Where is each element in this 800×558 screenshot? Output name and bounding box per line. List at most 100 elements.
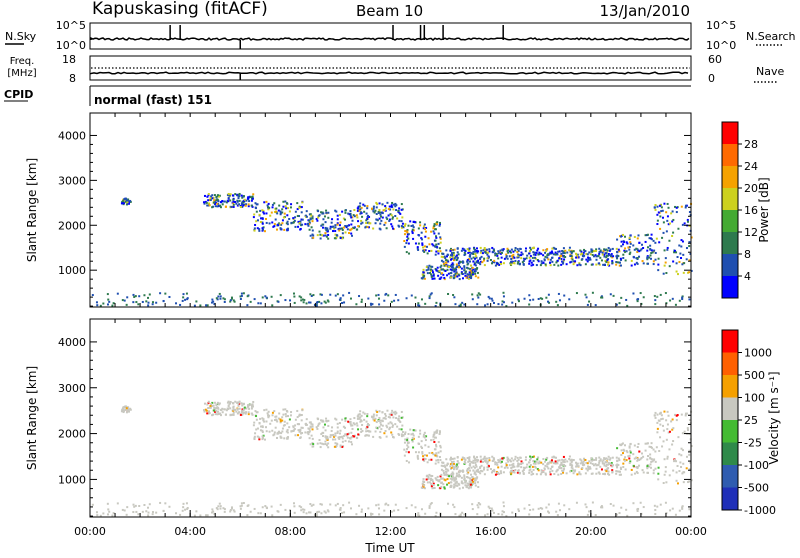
velocity-echo-point <box>364 434 367 437</box>
velocity-echo-point <box>206 514 209 517</box>
velocity-echo-point <box>461 456 464 459</box>
velocity-echo-point <box>470 480 473 483</box>
power-echo-point <box>650 252 653 255</box>
velocity-echo-point <box>586 469 589 472</box>
velocity-echo-point <box>342 434 345 437</box>
power-echo-point <box>633 263 636 266</box>
power-echo-point <box>308 221 311 224</box>
velocity-echo-point <box>216 406 219 409</box>
velocity-echo-point <box>656 413 659 416</box>
velocity-echo-point <box>449 474 452 477</box>
power-echo-point <box>537 260 540 263</box>
velocity-echo-point <box>353 423 356 426</box>
velocity-echo-point <box>300 432 303 435</box>
power-echo-point <box>359 208 362 211</box>
velocity-echo-point <box>685 467 688 470</box>
velocity-echo-point <box>598 456 601 459</box>
velocity-echo-point <box>422 455 425 458</box>
power-echo-point <box>121 299 124 302</box>
power-echo-point <box>598 251 601 254</box>
velocity-echo-point <box>640 457 643 460</box>
power-echo-point <box>227 200 230 203</box>
velocity-echo-point <box>484 514 487 517</box>
velocity-echo-point <box>182 506 185 509</box>
velocity-echo-point <box>681 432 684 435</box>
power-echo-point <box>543 259 546 262</box>
power-echo-point <box>364 226 367 229</box>
power-echo-point <box>268 206 271 209</box>
velocity-echo-point <box>621 442 624 445</box>
power-echo-point <box>435 235 438 238</box>
power-colorbar-label: Power [dB] <box>757 177 771 242</box>
power-echo-point <box>311 229 314 232</box>
power-echo-point <box>316 301 319 304</box>
power-echo-point <box>225 201 228 204</box>
velocity-echo-point <box>445 464 448 467</box>
velocity-echo-point <box>232 413 235 416</box>
velocity-echo-point <box>683 471 686 474</box>
power-echo-point <box>452 259 455 262</box>
power-echo-point <box>675 270 678 273</box>
velocity-echo-point <box>602 459 605 462</box>
velocity-echo-point <box>424 458 427 461</box>
power-echo-point <box>256 203 259 206</box>
velocity-echo-point <box>322 443 325 446</box>
power-echo-point <box>325 235 328 238</box>
nsearch-tick-bottom: 10^0 <box>706 39 736 52</box>
velocity-echo-point <box>179 513 182 516</box>
velocity-echo-point <box>524 456 527 459</box>
velocity-echo-point <box>435 478 438 481</box>
power-echo-point <box>601 296 604 299</box>
velocity-echo-point <box>261 435 264 438</box>
velocity-echo-point <box>581 462 584 465</box>
velocity-echo-point <box>234 408 237 411</box>
velocity-echo-point <box>597 463 600 466</box>
velocity-echo-point <box>458 487 461 490</box>
velocity-echo-point <box>406 444 409 447</box>
power-echo-point <box>343 301 346 304</box>
power-echo-point <box>181 299 184 302</box>
velocity-echo-point <box>321 442 324 445</box>
power-echo-point <box>355 303 358 306</box>
velocity-echo-point <box>343 511 346 514</box>
power-echo-point <box>615 303 618 306</box>
velocity-echo-point <box>428 481 431 484</box>
power-echo-point <box>370 207 373 210</box>
velocity-echo-point <box>540 471 543 474</box>
velocity-echo-point <box>491 470 494 473</box>
power-echo-point <box>217 200 220 203</box>
velocity-echo-point <box>256 411 259 414</box>
velocity-echo-point <box>549 473 552 476</box>
power-echo-point <box>626 242 629 245</box>
power-echo-point <box>541 297 544 300</box>
power-echo-point <box>560 263 563 266</box>
velocity-echo-point <box>184 508 187 511</box>
power-echo-point <box>514 249 517 252</box>
power-echo-point <box>301 298 304 301</box>
velocity-echo-point <box>584 458 587 461</box>
power-echo-point <box>437 242 440 245</box>
power-echo-point <box>539 264 542 267</box>
velocity-echo-point <box>674 413 677 416</box>
power-echo-point <box>378 217 381 220</box>
velocity-echo-point <box>475 456 478 459</box>
power-echo-point <box>250 204 253 207</box>
velocity-echo-point <box>326 509 329 512</box>
power-echo-point <box>673 251 676 254</box>
power-echo-point <box>435 245 438 248</box>
power-echo-point <box>427 268 430 271</box>
power-echo-point <box>236 200 239 203</box>
power-echo-point <box>159 292 162 295</box>
velocity-echo-point <box>511 511 514 514</box>
velocity-echo-point <box>517 508 520 511</box>
velocity-echo-point <box>531 465 534 468</box>
power-echo-point <box>424 302 427 305</box>
power-echo-point <box>254 202 257 205</box>
power-echo-point <box>652 239 655 242</box>
velocity-echo-point <box>591 462 594 465</box>
velocity-echo-point <box>646 458 649 461</box>
velocity-echo-point <box>555 470 558 473</box>
velocity-echo-point <box>210 511 213 514</box>
power-echo-point <box>570 254 573 257</box>
power-echo-point <box>460 249 463 252</box>
